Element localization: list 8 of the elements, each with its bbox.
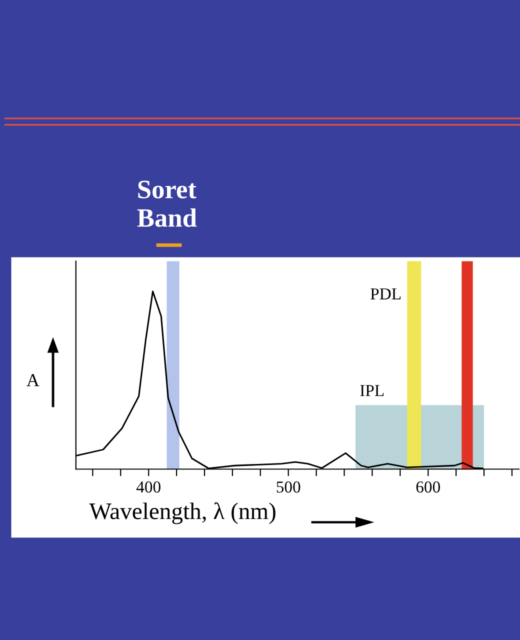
x-tick-label: 600: [416, 481, 440, 493]
annotation: IPL: [360, 385, 384, 396]
x-tick-label: 400: [136, 481, 160, 493]
x-tick-label: 500: [276, 481, 300, 493]
x-axis-title: Wavelength, λ (nm): [89, 502, 276, 524]
band-label: PDL: [370, 288, 401, 300]
chart-title: Soret Band: [137, 180, 197, 227]
y-axis-title: A: [26, 374, 40, 386]
